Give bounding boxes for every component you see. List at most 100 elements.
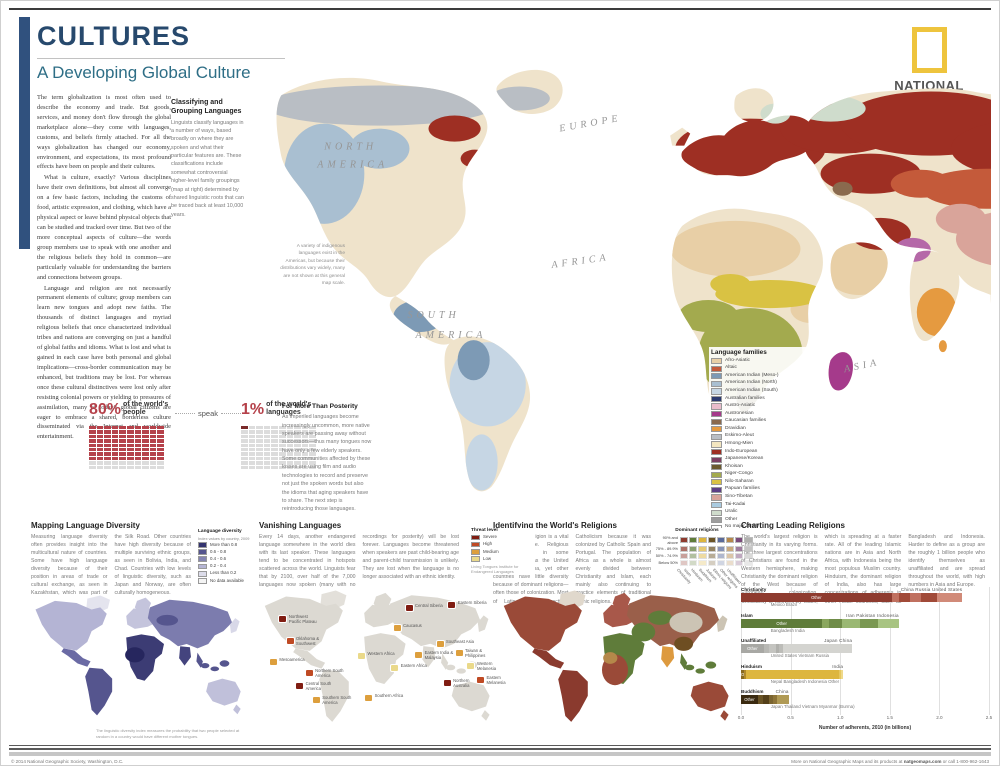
diversity-legend-item: No data available	[198, 578, 250, 584]
hotspot-label: Eastern Melanesia	[486, 675, 506, 686]
legend-column-labels: Christianity Islam Hinduism Buddhism Judaism…	[676, 566, 742, 590]
legend-label: American Indian (South)	[725, 387, 778, 393]
waffle-cell	[241, 447, 248, 452]
waffle-cell	[309, 461, 316, 465]
connector-word: speak	[198, 409, 219, 418]
waffle-cell	[301, 465, 309, 469]
waffle-cell	[309, 456, 316, 461]
waffle-cell	[256, 426, 263, 430]
bar-segment	[841, 669, 844, 679]
waffle-cell	[286, 439, 294, 443]
waffle-cell	[301, 430, 309, 434]
waffle-cell	[111, 447, 119, 452]
waffle-cell	[256, 465, 263, 469]
legend-color-cell	[725, 545, 735, 552]
legend-color-cell	[735, 545, 744, 552]
waffle-cell	[134, 452, 142, 456]
waffle-cell	[256, 434, 263, 439]
language-families-legend: Language families Afro-Asiatic Altaic Amer…	[709, 347, 813, 533]
legend-color-chip	[711, 395, 722, 403]
stacked-bar: Other	[741, 695, 789, 704]
waffle-cell	[89, 426, 96, 430]
waffle-cell	[134, 447, 142, 452]
waffle-cell	[286, 443, 294, 447]
hotspot-marker	[311, 696, 321, 705]
threat-legend-item: Severe	[471, 534, 535, 541]
waffle-cell	[278, 439, 286, 443]
hotspot-marker	[435, 639, 445, 648]
hotspot: Southern South America	[311, 695, 355, 706]
waffle-cell	[111, 430, 119, 434]
stacked-bar: Other	[741, 618, 899, 628]
legend-color-cell	[725, 552, 735, 559]
religion-name: Islam	[741, 612, 753, 618]
bar-segment	[898, 593, 910, 602]
legend-source-note: Living Tongues Institute for Endangered …	[471, 563, 519, 575]
legend-color-cell	[707, 559, 716, 566]
hotspot: Southern Africa	[364, 692, 404, 702]
language-family-legend-item: Nilo-Saharan	[711, 479, 811, 486]
natgeomaps-link[interactable]: natgeomaps.com	[903, 759, 942, 764]
bar-segment: Other	[741, 695, 758, 704]
waffle-cell	[149, 447, 157, 452]
religion-name: Hinduism	[741, 663, 762, 669]
waffle-cell	[157, 443, 164, 447]
legend-color-chip	[471, 541, 480, 548]
waffle-cell	[256, 456, 263, 461]
hotspot-label: Taiwan & Philippines	[465, 648, 486, 659]
waffle-cell	[126, 434, 134, 439]
waffle-cell	[134, 426, 142, 430]
language-family-legend-item: Eskimo-Aleut	[711, 434, 811, 440]
waffle-cell	[149, 452, 157, 456]
waffle-cell	[263, 426, 271, 430]
axis-tick-label: 0.5	[787, 715, 794, 720]
language-family-legend-item: Afro-Asiatic	[711, 358, 811, 365]
religion-legend-row: Below 50%	[653, 559, 753, 566]
hotspot-label: Southern Africa	[374, 692, 404, 698]
waffle-cell	[89, 439, 96, 443]
legend-label: Other	[725, 516, 738, 522]
waffle-cell	[89, 447, 96, 452]
section-title: Vanishing Languages	[259, 521, 342, 530]
legend-color-cell	[735, 552, 744, 559]
hotspot-marker	[390, 663, 400, 672]
hotspot: Oklahoma & Southwest	[285, 636, 329, 647]
hotspot-marker	[442, 679, 452, 688]
waffle-cell	[157, 439, 164, 443]
waffle-cell	[278, 426, 286, 430]
map-annotation: A variety of indigenous languages exist …	[280, 244, 345, 287]
waffle-cell	[294, 447, 301, 452]
waffle-cell	[134, 439, 142, 443]
legend-color-chip	[711, 501, 722, 509]
waffle-cell	[248, 443, 256, 447]
country-labels-below: Nepal Bangladesh Indonesia Other	[770, 678, 840, 684]
hotspot: Northern Australia	[442, 678, 486, 689]
waffle-cell	[271, 456, 278, 461]
waffle-cell	[263, 447, 271, 452]
footer-rule	[9, 745, 991, 746]
waffle-cell	[309, 430, 316, 434]
footer-contact-text: More on National Geographic Maps and its…	[791, 759, 989, 764]
legend-label: Severe	[483, 534, 497, 540]
waffle-cell	[248, 452, 256, 456]
stacked-bar: Other	[741, 669, 844, 679]
legend-label: Less than 0.2	[210, 570, 237, 576]
legend-color-chip	[711, 479, 722, 486]
language-family-legend-item: American Indian (North)	[711, 380, 811, 387]
waffle-cell	[89, 443, 96, 447]
legend-label: Papuan families	[725, 486, 760, 492]
religion-legend-row: 90% and above	[653, 535, 753, 545]
legend-label: 0.6 - 0.8	[210, 548, 227, 554]
waffle-cell	[248, 456, 256, 461]
language-family-legend-item: Caucasian families	[711, 418, 811, 425]
classifying-title: Classifying and Grouping Languages	[171, 99, 242, 115]
waffle-cell	[119, 443, 126, 447]
language-family-legend-item: Other	[711, 516, 811, 524]
waffle-cell	[134, 434, 142, 439]
hotspot-marker	[356, 652, 366, 661]
hotspot-marker	[454, 649, 464, 658]
title-rule	[37, 58, 285, 59]
country-labels-above: China Russia United States	[900, 587, 963, 592]
waffle-cell	[89, 452, 96, 456]
bar-segment	[909, 593, 921, 602]
